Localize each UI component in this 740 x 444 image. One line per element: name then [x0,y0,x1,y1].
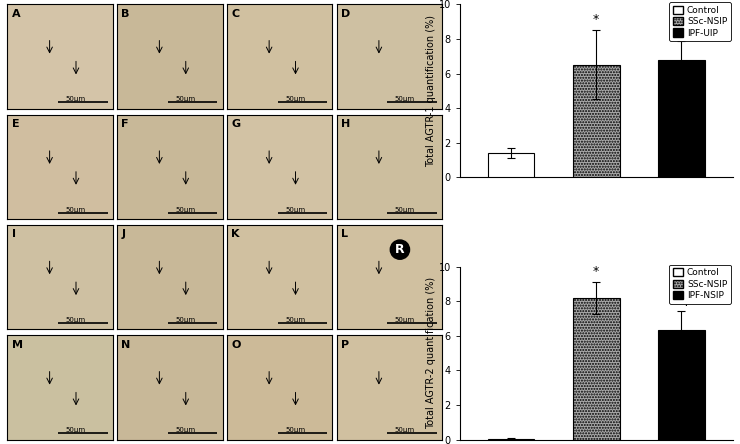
Text: 50μm: 50μm [394,96,415,102]
Text: I: I [12,229,16,239]
Text: *: * [593,13,599,26]
Text: * †: * † [673,293,690,307]
Text: D: D [341,8,350,19]
Text: 50μm: 50μm [65,96,86,102]
Text: 50μm: 50μm [175,317,195,323]
Bar [658,59,705,177]
Bar [488,439,534,440]
Text: C: C [231,8,239,19]
Text: 50μm: 50μm [394,427,415,433]
Bar [573,65,619,177]
Bar [573,298,619,440]
Text: L: L [341,229,348,239]
Text: *: * [593,265,599,278]
Text: *: * [679,24,684,36]
Text: B: B [121,8,130,19]
Text: 50μm: 50μm [175,96,195,102]
Text: 50μm: 50μm [65,427,86,433]
Y-axis label: Total AGTR-1 quantification (%): Total AGTR-1 quantification (%) [425,15,436,167]
Text: 50μm: 50μm [394,206,415,213]
Legend: Control, SSc-NSIP, IPF-UIP: Control, SSc-NSIP, IPF-UIP [669,2,731,41]
Bar [658,330,705,440]
Text: M: M [12,340,23,349]
Text: O: O [231,340,240,349]
Text: K: K [231,229,240,239]
Text: 50μm: 50μm [285,427,305,433]
Text: 50μm: 50μm [175,427,195,433]
Text: 50μm: 50μm [65,317,86,323]
Text: 50μm: 50μm [65,206,86,213]
Text: 50μm: 50μm [285,206,305,213]
Text: R: R [395,243,405,256]
Text: G: G [231,119,240,129]
Text: E: E [12,119,19,129]
Text: 50μm: 50μm [285,96,305,102]
Text: 50μm: 50μm [285,317,305,323]
Text: H: H [341,119,350,129]
Bar [488,153,534,177]
Text: N: N [121,340,131,349]
Text: F: F [121,119,129,129]
Text: A: A [12,8,20,19]
Y-axis label: Total AGTR-2 quantification (%): Total AGTR-2 quantification (%) [425,277,436,429]
Text: 50μm: 50μm [175,206,195,213]
Text: 50μm: 50μm [394,317,415,323]
Text: J: J [121,229,125,239]
Legend: Control, SSc-NSIP, IPF-NSIP: Control, SSc-NSIP, IPF-NSIP [669,265,731,304]
Text: P: P [341,340,349,349]
